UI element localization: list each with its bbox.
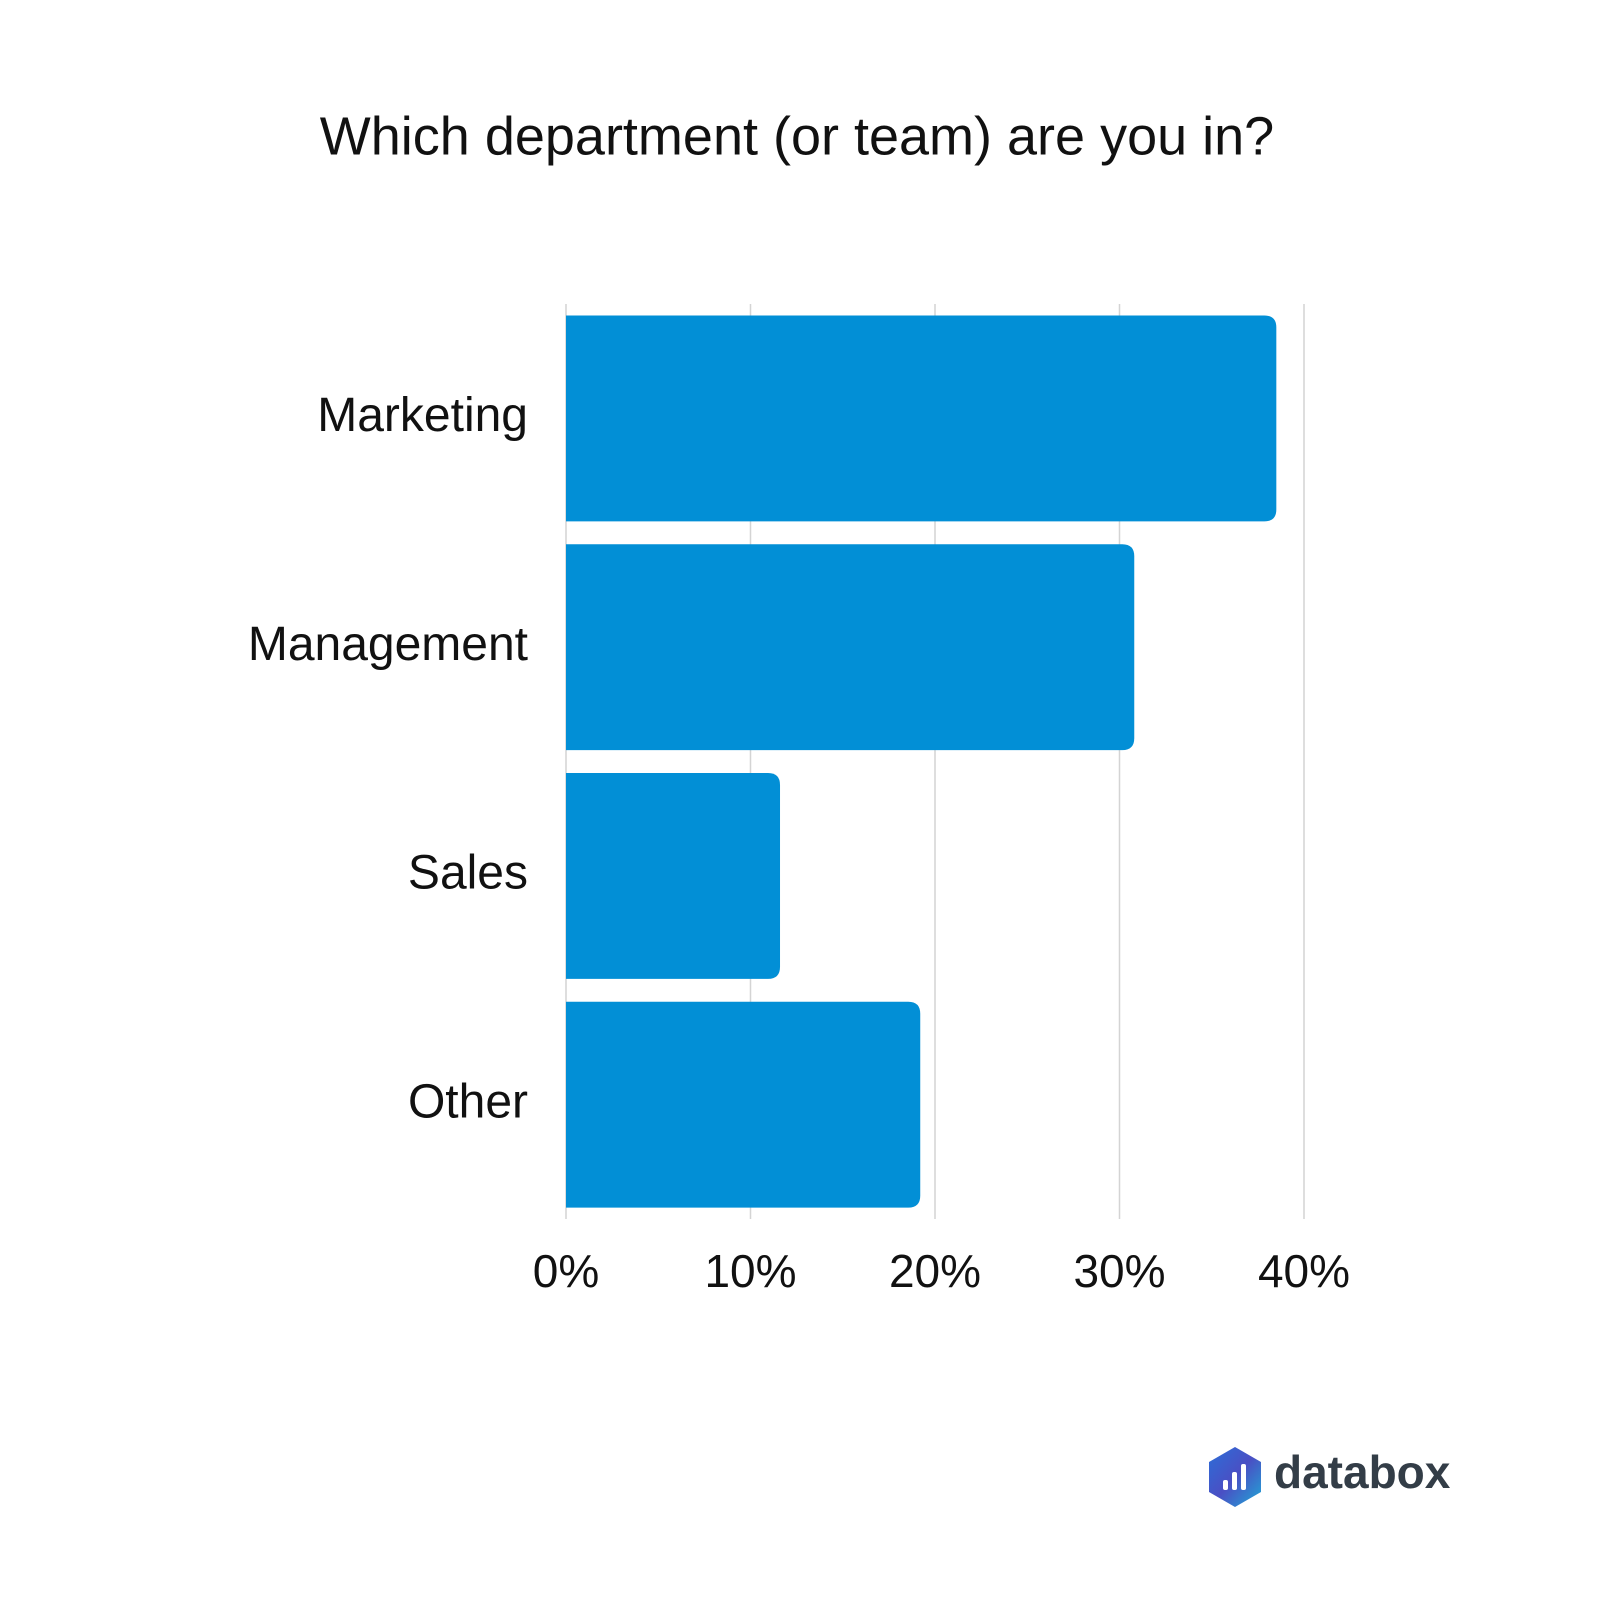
chart-title: Which department (or team) are you in?: [320, 106, 1274, 166]
x-tick-label: 40%: [1258, 1245, 1350, 1297]
logo-icon-bar: [1232, 1472, 1237, 1490]
logo: databox: [1209, 1446, 1451, 1507]
logo-icon-bar: [1223, 1480, 1228, 1490]
bar: [566, 315, 1277, 522]
bar: [566, 772, 781, 979]
logo-text: databox: [1274, 1446, 1451, 1498]
logo-icon-bar: [1241, 1464, 1246, 1490]
y-tick-label: Marketing: [317, 389, 528, 442]
x-tick-label: 0%: [533, 1245, 599, 1297]
y-tick-label: Management: [248, 618, 528, 671]
bar: [566, 544, 1135, 751]
y-tick-label: Sales: [408, 847, 528, 900]
bar: [566, 1001, 921, 1208]
x-tick-label: 20%: [889, 1245, 981, 1297]
y-tick-label: Other: [408, 1075, 528, 1128]
plot-area: 0% 10% 20% 30% 40% Marketing Management Sales Ot…: [248, 304, 1350, 1297]
x-tick-label: 30%: [1073, 1245, 1165, 1297]
x-tick-label: 10%: [704, 1245, 796, 1297]
